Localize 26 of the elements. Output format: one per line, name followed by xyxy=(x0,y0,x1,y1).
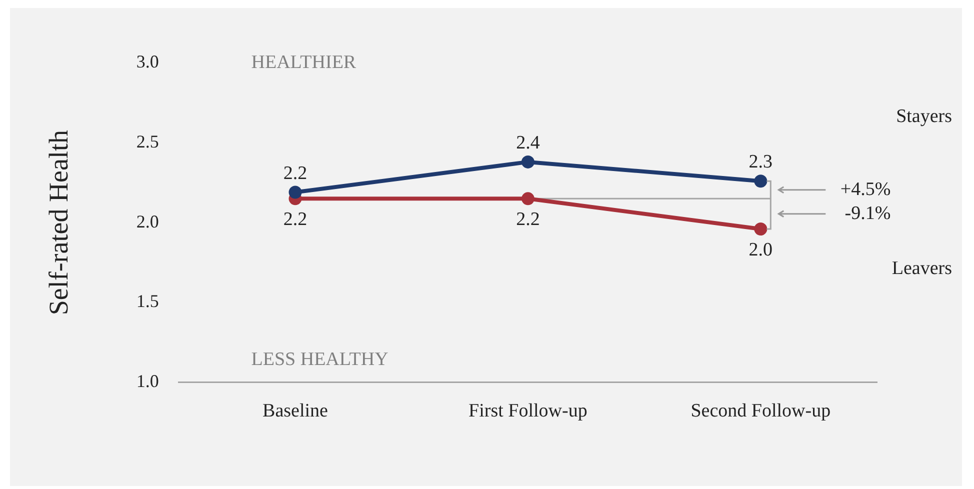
point xyxy=(288,186,302,199)
y-tick-label: 1.0 xyxy=(136,370,159,391)
x-tick-label: First Follow-up xyxy=(468,400,588,422)
annotation: HEALTHIER xyxy=(251,52,356,73)
y-axis-title: Self-rated Health xyxy=(43,130,74,316)
point xyxy=(521,192,534,206)
point xyxy=(521,155,534,168)
data-label: 2.0 xyxy=(748,239,773,260)
data-label: 2.2 xyxy=(283,209,308,230)
data-label: 2.2 xyxy=(516,209,540,230)
data-label: 2.4 xyxy=(516,132,540,154)
data-label: 2.3 xyxy=(748,152,773,173)
y-tick-label: 2.0 xyxy=(136,211,159,232)
text: Stayers xyxy=(896,106,952,128)
text: Leavers xyxy=(892,258,952,279)
point xyxy=(754,222,768,236)
x-tick-label: Second Follow-up xyxy=(690,400,831,422)
data-label: 2.2 xyxy=(283,162,308,184)
point xyxy=(754,174,768,188)
y-tick-label: 1.5 xyxy=(136,291,159,312)
y-tick-label: 2.5 xyxy=(136,132,159,152)
text: -9.1% xyxy=(844,202,891,224)
x-tick-label: Baseline xyxy=(262,400,328,422)
y-tick-label: 3.0 xyxy=(136,52,159,72)
annotation: LESS HEALTHY xyxy=(251,349,389,370)
text: +4.5% xyxy=(840,178,891,200)
